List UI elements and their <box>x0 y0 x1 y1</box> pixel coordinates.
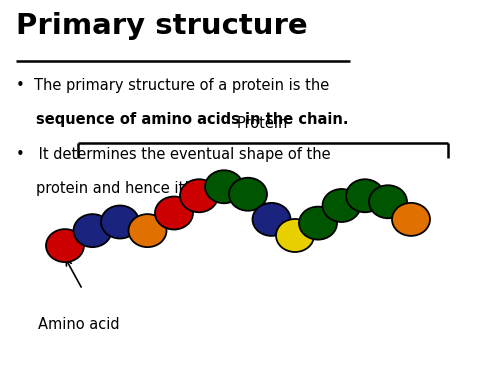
Ellipse shape <box>252 203 290 236</box>
Ellipse shape <box>128 214 166 247</box>
Text: Amino acid: Amino acid <box>38 317 119 332</box>
Ellipse shape <box>392 203 430 236</box>
Ellipse shape <box>46 229 84 262</box>
Text: •   It determines the eventual shape of the: • It determines the eventual shape of th… <box>16 147 330 162</box>
Ellipse shape <box>205 170 243 203</box>
Text: sequence of amino acids in the chain.: sequence of amino acids in the chain. <box>36 112 348 127</box>
Ellipse shape <box>299 207 337 240</box>
Ellipse shape <box>74 214 112 247</box>
Text: Primary structure: Primary structure <box>16 12 308 40</box>
Ellipse shape <box>180 179 218 212</box>
Ellipse shape <box>229 178 267 211</box>
Ellipse shape <box>369 185 407 218</box>
Ellipse shape <box>322 189 360 222</box>
Text: Protein: Protein <box>237 116 288 131</box>
Ellipse shape <box>155 196 193 230</box>
Ellipse shape <box>276 219 314 252</box>
Ellipse shape <box>346 179 384 212</box>
Ellipse shape <box>101 206 139 238</box>
Text: •  The primary structure of a protein is the: • The primary structure of a protein is … <box>16 78 329 93</box>
Text: protein and hence it’s function.: protein and hence it’s function. <box>36 181 266 196</box>
